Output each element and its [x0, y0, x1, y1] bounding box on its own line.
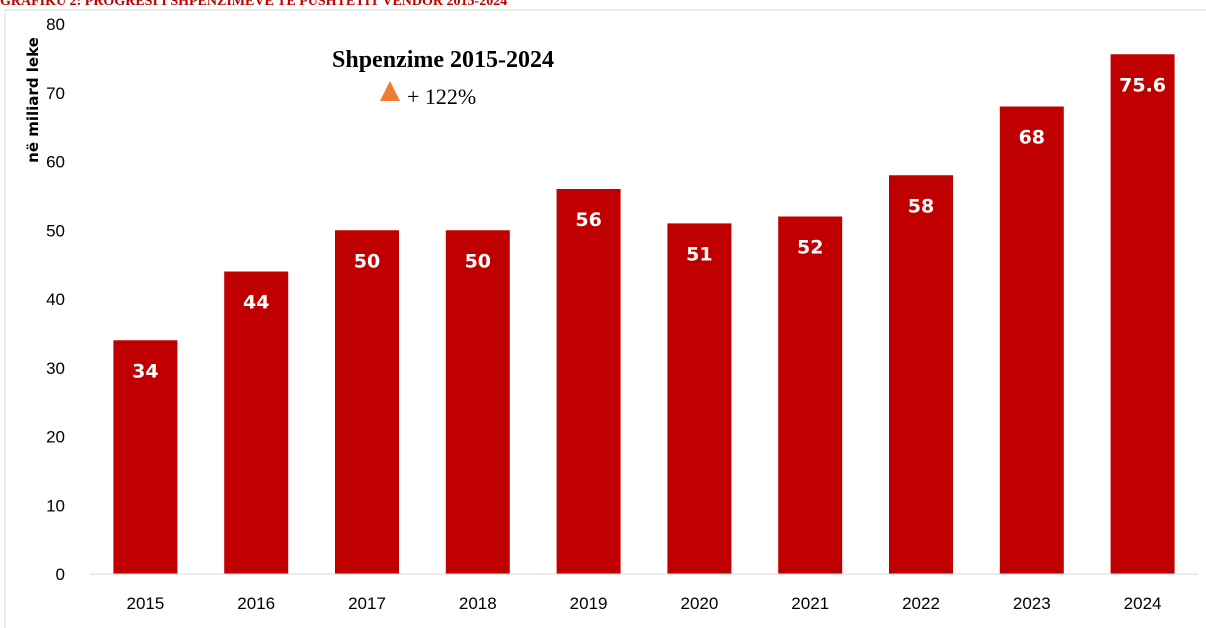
triangle-up-icon — [380, 81, 400, 101]
bar — [445, 230, 510, 574]
bar — [778, 216, 843, 574]
bar-value-label: 44 — [243, 292, 269, 314]
bar-value-label: 56 — [575, 209, 601, 231]
y-tick-label: 60 — [46, 153, 65, 172]
bar-labels-group: 34 44 50 50 56 51 52 58 68 75.6 — [132, 74, 1166, 382]
y-tick-label: 40 — [46, 290, 65, 309]
bar — [889, 175, 953, 574]
x-tick-label: 2015 — [126, 594, 164, 613]
y-tick-label: 30 — [46, 359, 65, 378]
x-tick-label: 2016 — [237, 594, 275, 613]
x-tick-label: 2023 — [1013, 594, 1051, 613]
y-tick-label: 50 — [46, 221, 65, 240]
bar-value-label: 50 — [465, 250, 491, 272]
bar-value-label: 34 — [132, 360, 158, 382]
bar-value-label: 58 — [908, 195, 934, 217]
x-tick-label: 2024 — [1124, 594, 1162, 613]
bars-group — [113, 54, 1175, 574]
chart-frame — [4, 9, 1206, 628]
bar-value-label: 52 — [797, 237, 823, 259]
x-tick-label: 2022 — [902, 594, 940, 613]
y-axis-ticks: 0 10 20 30 40 50 60 70 80 — [46, 15, 65, 584]
bar-value-label: 68 — [1019, 127, 1045, 149]
x-tick-label: 2018 — [459, 594, 497, 613]
y-tick-label: 70 — [46, 84, 65, 103]
bar — [999, 106, 1064, 574]
bar — [1110, 54, 1175, 574]
bar — [667, 223, 732, 574]
x-tick-label: 2019 — [570, 594, 608, 613]
x-tick-label: 2020 — [680, 594, 718, 613]
y-tick-label: 10 — [46, 496, 65, 515]
bar — [224, 271, 289, 574]
annotation-box: Shpenzime 2015-2024 + 122% — [332, 47, 554, 109]
y-tick-label: 0 — [56, 565, 65, 584]
bar — [335, 230, 399, 574]
bar-value-label: 50 — [354, 250, 380, 272]
annotation-change: + 122% — [407, 84, 476, 109]
y-axis-title: në miliard leke — [24, 37, 42, 163]
bar — [556, 189, 621, 574]
bar — [113, 340, 178, 574]
y-tick-label: 80 — [46, 15, 65, 34]
x-tick-label: 2021 — [791, 594, 829, 613]
annotation-title: Shpenzime 2015-2024 — [332, 47, 554, 73]
x-axis-ticks: 2015 2016 2017 2018 2019 2020 2021 2022 2023 2024 — [126, 594, 1161, 613]
bar-value-label: 75.6 — [1119, 74, 1166, 96]
bar-value-label: 51 — [686, 243, 712, 265]
chart-title: GRAFIKU 2: PROGRESI I SHPENZIMEVE TË PUS… — [0, 0, 508, 8]
x-tick-label: 2017 — [348, 594, 386, 613]
y-tick-label: 20 — [46, 428, 65, 447]
